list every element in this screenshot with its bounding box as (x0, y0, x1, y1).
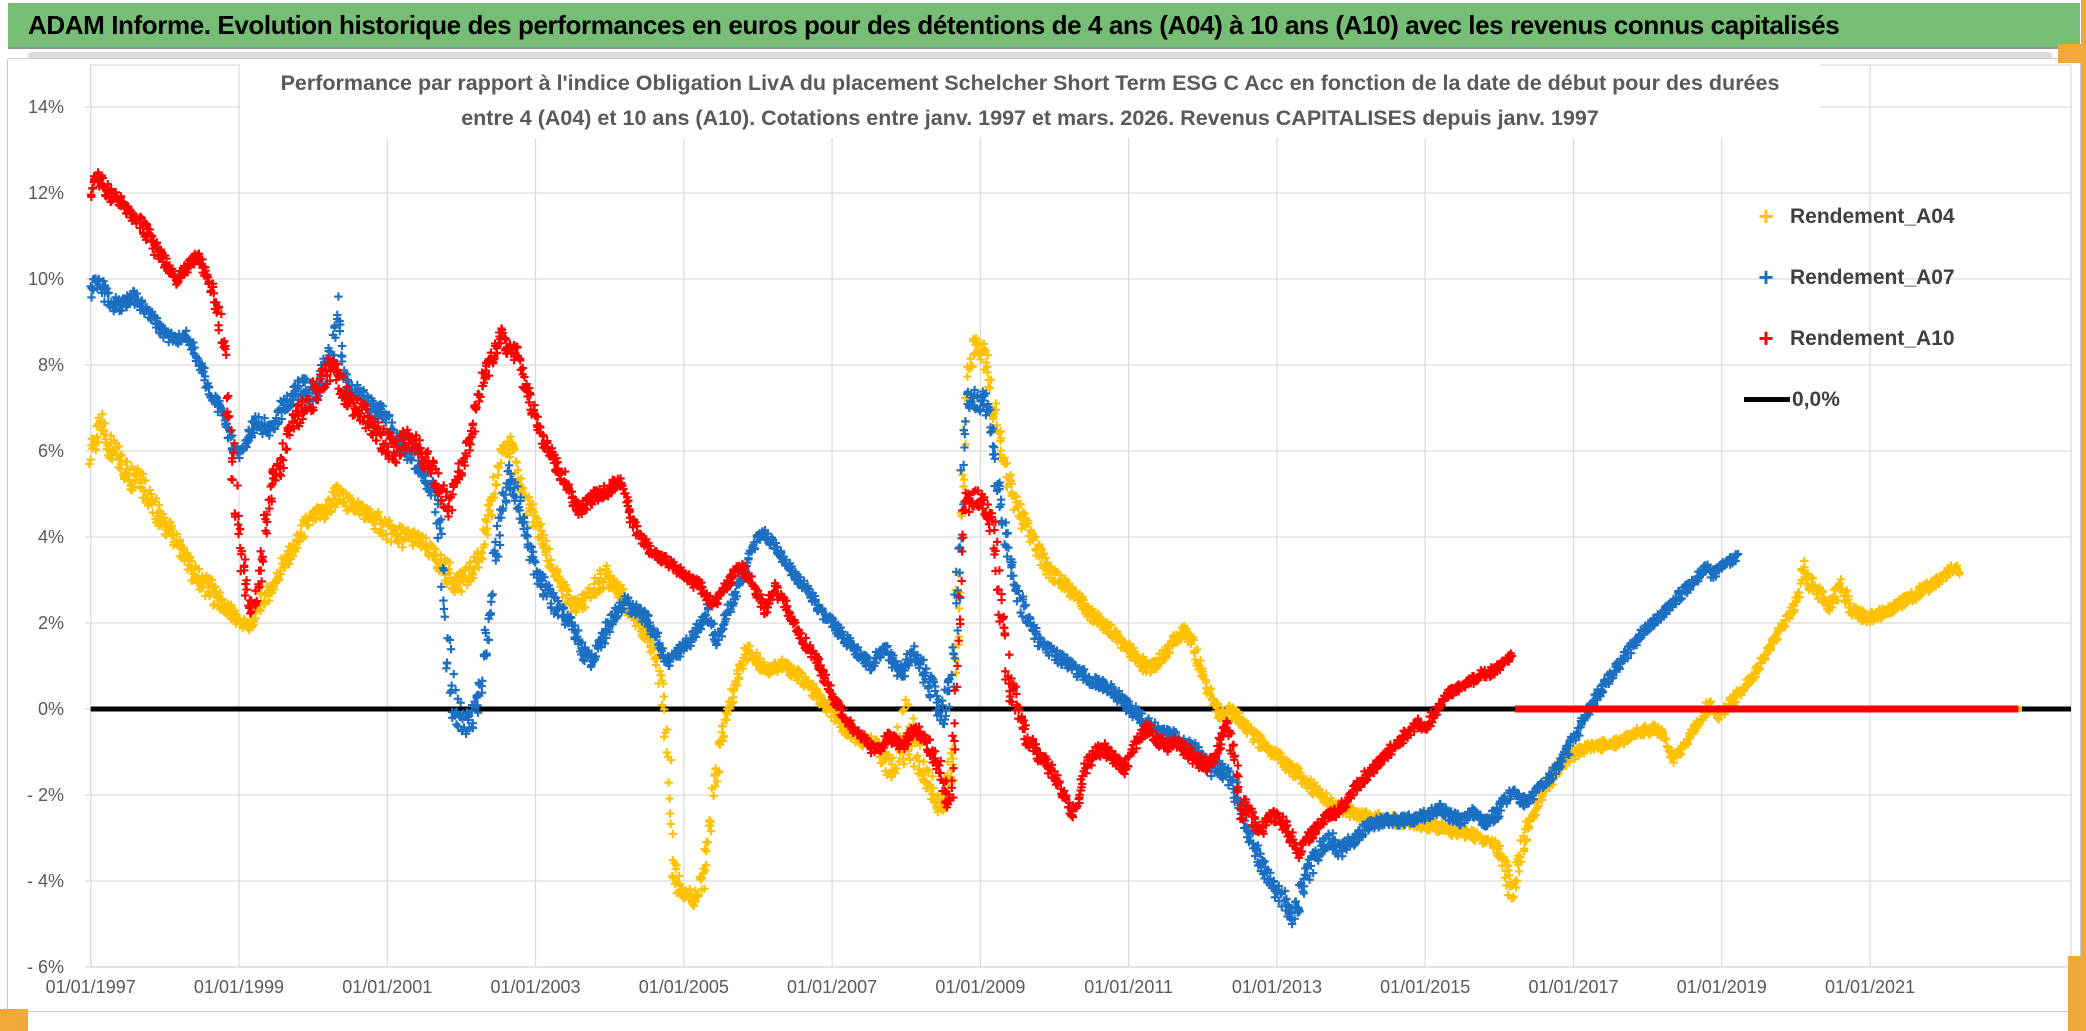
x-axis-tick-label: 01/01/2001 (342, 977, 432, 997)
accent-top-right (2058, 44, 2086, 63)
y-axis-tick-label: 14% (28, 97, 64, 117)
legend-label: Rendement_A07 (1790, 265, 1955, 289)
banner-title: ADAM Informe. Evolution historique des p… (8, 3, 2080, 49)
legend-item-0-0-: 0,0% (1744, 369, 1955, 430)
legend-label: Rendement_A10 (1790, 326, 1955, 350)
x-axis-tick-label: 01/01/1999 (194, 977, 284, 997)
accent-bottom-left (0, 1009, 28, 1031)
series-markers-rendement_a10 (86, 168, 1517, 862)
y-axis-tick-label: 8% (38, 355, 64, 375)
legend-zero-line-swatch (1744, 397, 1790, 402)
legend-plus-marker: + (1758, 323, 1774, 353)
legend-label: Rendement_A04 (1790, 204, 1955, 228)
legend-item-rendement-a07: + Rendement_A07 (1744, 247, 1955, 308)
accent-bottom-right (2068, 956, 2086, 1031)
chart-title-line2: entre 4 (A04) et 10 ans (A10). Cotations… (461, 106, 1599, 130)
chart-title: Performance par rapport à l'indice Oblig… (240, 64, 1820, 138)
x-axis-tick-label: 01/01/2021 (1825, 977, 1915, 997)
divider-bar (28, 52, 2052, 59)
x-axis-tick-label: 01/01/2019 (1677, 977, 1767, 997)
x-axis-tick-label: 01/01/2015 (1380, 977, 1470, 997)
legend-plus-marker: + (1758, 201, 1774, 231)
legend-label: 0,0% (1792, 387, 1840, 411)
y-axis-tick-label: 10% (28, 269, 64, 289)
y-axis-tick-label: - 4% (27, 871, 64, 891)
x-axis-tick-label: 01/01/2005 (639, 977, 729, 997)
y-axis-tick-label: 0% (38, 699, 64, 719)
legend: + Rendement_A04 + Rendement_A07 + Rendement_A… (1744, 186, 1955, 430)
x-axis-tick-label: 01/01/2011 (1084, 977, 1173, 997)
accent-right-stripe (2081, 0, 2086, 1031)
series-markers-rendement_a07 (86, 274, 1743, 929)
x-axis-tick-label: 01/01/2007 (787, 977, 877, 997)
legend-item-rendement-a10: + Rendement_A10 (1744, 308, 1955, 369)
x-axis-tick-label: 01/01/2013 (1232, 977, 1322, 997)
legend-plus-marker: + (1758, 262, 1774, 292)
x-axis-tick-label: 01/01/2003 (490, 977, 580, 997)
plot-area (90, 64, 2072, 968)
y-axis-tick-label: 4% (38, 527, 64, 547)
y-axis-tick-label: 12% (28, 183, 64, 203)
y-axis-tick-label: 6% (38, 441, 64, 461)
x-axis-tick-label: 01/01/2009 (935, 977, 1025, 997)
chart-title-line1: Performance par rapport à l'indice Oblig… (280, 71, 1780, 95)
x-axis-tick-label: 01/01/2017 (1528, 977, 1618, 997)
legend-item-rendement-a04: + Rendement_A04 (1744, 186, 1955, 247)
y-axis-tick-label: - 2% (27, 785, 64, 805)
y-axis-tick-label: 2% (38, 613, 64, 633)
x-axis-tick-label: 01/01/1997 (46, 977, 136, 997)
y-axis-tick-label: - 6% (27, 957, 64, 977)
